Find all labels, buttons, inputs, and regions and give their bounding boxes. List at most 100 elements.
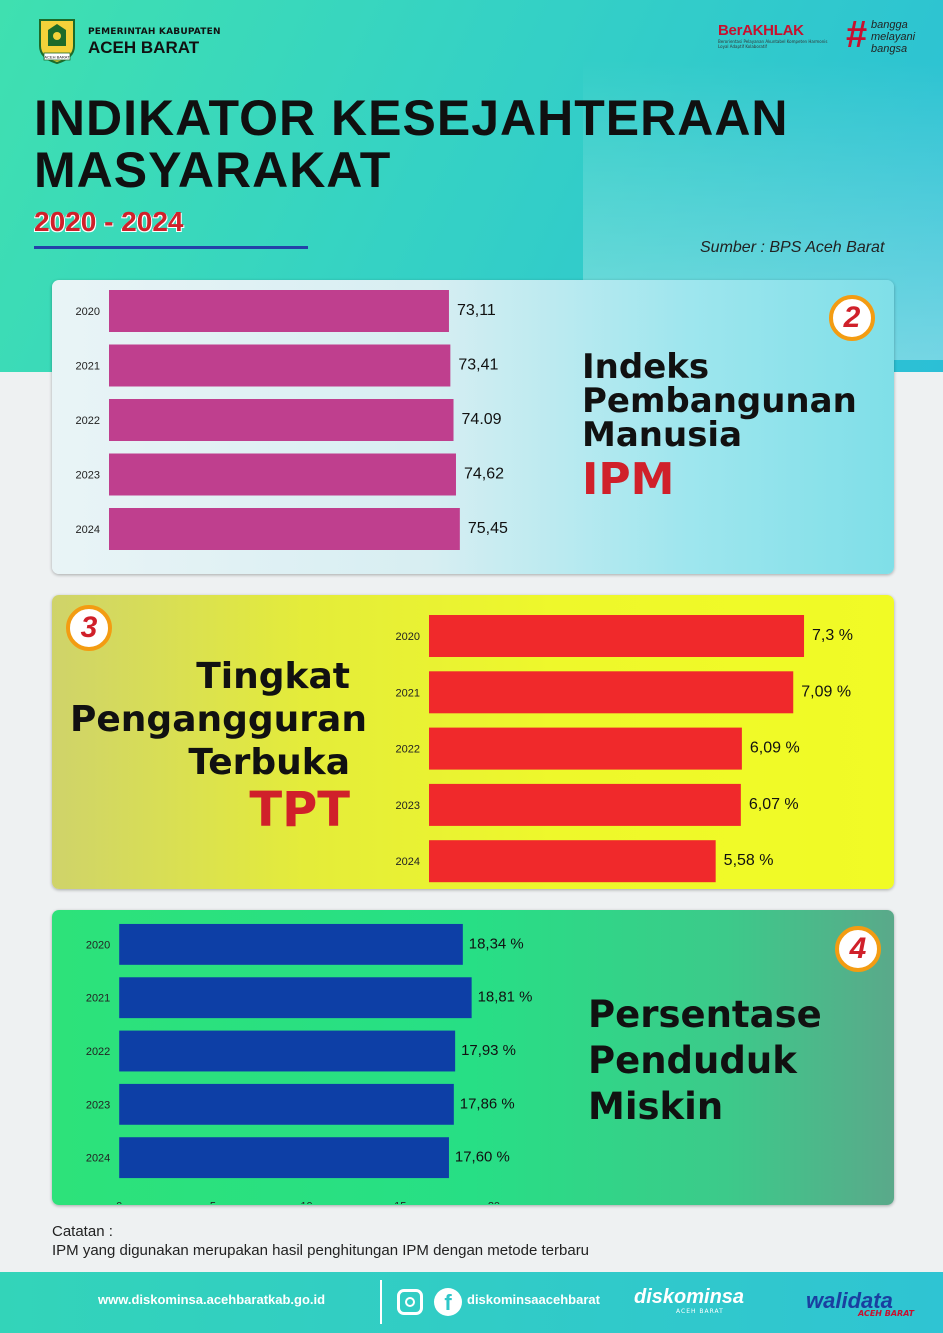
diskominsa-logo: diskominsa [634, 1286, 745, 1308]
category-label: 2023 [76, 470, 100, 482]
year-underline [34, 246, 308, 249]
x-tick-label: 0 [116, 1200, 122, 1204]
tagline: bangga melayani bangsa [871, 19, 915, 55]
data-label: 18,34 % [469, 935, 524, 952]
bar [119, 1137, 449, 1179]
tagline-line3: bangsa [871, 43, 908, 55]
category-label: 2021 [76, 361, 100, 373]
poverty-title: Persentase Penduduk Miskin [588, 992, 822, 1130]
bar [119, 1083, 454, 1125]
x-tick-label: 60 [382, 573, 394, 575]
walidata-logo: walidata [806, 1288, 893, 1313]
regency-line2: ACEH BARAT [88, 38, 200, 57]
source-text: Sumber : BPS Aceh Barat [700, 239, 885, 256]
bar [109, 453, 456, 496]
data-label: 17,60 % [455, 1149, 510, 1166]
facebook-icon[interactable]: f [434, 1288, 462, 1316]
x-tick-label: 20 [488, 1200, 500, 1204]
tpt-title-line1: Tingkat [196, 656, 350, 697]
note-heading: Catatan : [52, 1223, 113, 1240]
hashtag-icon: # [846, 14, 868, 56]
x-tick-label: 15 [394, 1200, 406, 1204]
ipm-chart: 2020 73,11 2021 73,41 2022 74.09 2023 74,62 2024… [76, 290, 508, 575]
note: Catatan : IPM yang digunakan merupakan h… [52, 1222, 589, 1260]
category-label: 2024 [76, 524, 100, 536]
category-label: 2023 [86, 1099, 110, 1111]
regency-line1: PEMERINTAH KABUPATEN [88, 27, 221, 37]
bar [109, 290, 449, 332]
panel-number-badge: 4 [835, 926, 881, 972]
bar [109, 508, 460, 550]
tpt-title-line3: Terbuka [188, 742, 350, 783]
data-label: 7,09 % [801, 683, 851, 700]
page-title: INDIKATOR KESEJAHTERAAN MASYARAKAT [34, 92, 834, 196]
poverty-title-line3: Miskin [588, 1085, 724, 1128]
walidata-logo-sub: ACEH BARAT [858, 1309, 915, 1318]
x-tick-label: 20 [196, 573, 208, 575]
data-label: 73,11 [457, 302, 496, 319]
data-label: 17,86 % [460, 1095, 515, 1112]
data-label: 7,3 % [812, 627, 853, 644]
bar [119, 977, 472, 1019]
tpt-abbr: TPT [249, 782, 350, 838]
data-label: 6,09 % [750, 740, 800, 757]
category-label: 2021 [396, 687, 420, 699]
poverty-chart: 2020 18,34 % 2021 18,81 % 2022 17,93 % 2023 17,… [86, 923, 533, 1204]
note-text: IPM yang digunakan merupakan hasil pengh… [52, 1242, 590, 1259]
bar [109, 344, 451, 387]
regency-name: PEMERINTAH KABUPATEN ACEH BARAT [88, 27, 221, 58]
category-label: 2020 [396, 631, 420, 643]
data-label: 74.09 [462, 411, 502, 428]
instagram-icon[interactable] [397, 1289, 423, 1315]
bar [119, 1030, 456, 1072]
category-label: 2022 [76, 415, 100, 427]
bar [119, 923, 463, 965]
bar [429, 727, 742, 770]
footer-background [0, 1272, 943, 1333]
category-label: 2020 [76, 306, 100, 318]
ipm-title-line3: Manusia [582, 415, 743, 455]
tagline-line1: bangga [871, 19, 908, 31]
category-label: 2021 [86, 993, 110, 1005]
bar [429, 840, 716, 883]
year-range: 2020 - 2024 [34, 206, 184, 237]
page-title-line2: MASYARAKAT [34, 142, 392, 198]
data-label: 73,41 [458, 357, 498, 374]
aceh-barat-emblem-icon: ACEH BARAT [39, 19, 75, 64]
berakhlak-name: BerAKHLAK [718, 22, 804, 39]
bar [429, 671, 794, 714]
poverty-panel: 2020 18,34 % 2021 18,81 % 2022 17,93 % 2023 17,… [52, 910, 894, 1205]
x-tick-label: 5 [210, 1200, 216, 1204]
poverty-title-line2: Penduduk [588, 1039, 797, 1082]
category-label: 2024 [86, 1153, 110, 1165]
logo-caption: ACEH BARAT [44, 55, 70, 60]
footer-website-link[interactable]: www.diskominsa.acehbaratkab.go.id [98, 1292, 326, 1307]
x-tick-label: 80 [475, 573, 487, 575]
bar [109, 399, 454, 441]
ipm-title: Indeks Pembangunan Manusia IPM [582, 350, 857, 506]
panel-number-badge: 3 [66, 605, 112, 651]
data-label: 5,58 % [724, 852, 774, 869]
category-label: 2023 [396, 800, 420, 812]
berakhlak-sub: Berorientasi Pelayanan Akuntabel Kompete… [718, 39, 828, 49]
data-label: 18,81 % [478, 989, 533, 1006]
ipm-panel: 2020 73,11 2021 73,41 2022 74.09 2023 74,62 2024… [52, 280, 894, 574]
tagline-line2: melayani [871, 31, 916, 43]
panel-number-badge: 2 [829, 295, 875, 341]
category-label: 2020 [86, 939, 110, 951]
category-label: 2024 [396, 856, 420, 868]
category-label: 2022 [396, 744, 420, 756]
x-tick-label: 10 [300, 1200, 312, 1204]
footer-divider [380, 1280, 382, 1324]
category-label: 2022 [86, 1046, 110, 1058]
diskominsa-logo-sub: ACEH BARAT [676, 1308, 724, 1315]
data-label: 17,93 % [461, 1042, 516, 1059]
ipm-abbr: IPM [582, 454, 675, 505]
tpt-panel: 2020 7,3 % 2021 7,09 % 2022 6,09 % 2023 6,07 % 2… [52, 595, 894, 889]
tpt-title-line2: Pengangguran [70, 699, 367, 740]
bar [429, 783, 741, 826]
tpt-chart: 2020 7,3 % 2021 7,09 % 2022 6,09 % 2023 6,07 % 2… [396, 615, 853, 883]
data-label: 6,07 % [749, 796, 799, 813]
social-handle[interactable]: diskominsaacehbarat [467, 1292, 600, 1307]
data-label: 74,62 [464, 466, 504, 483]
